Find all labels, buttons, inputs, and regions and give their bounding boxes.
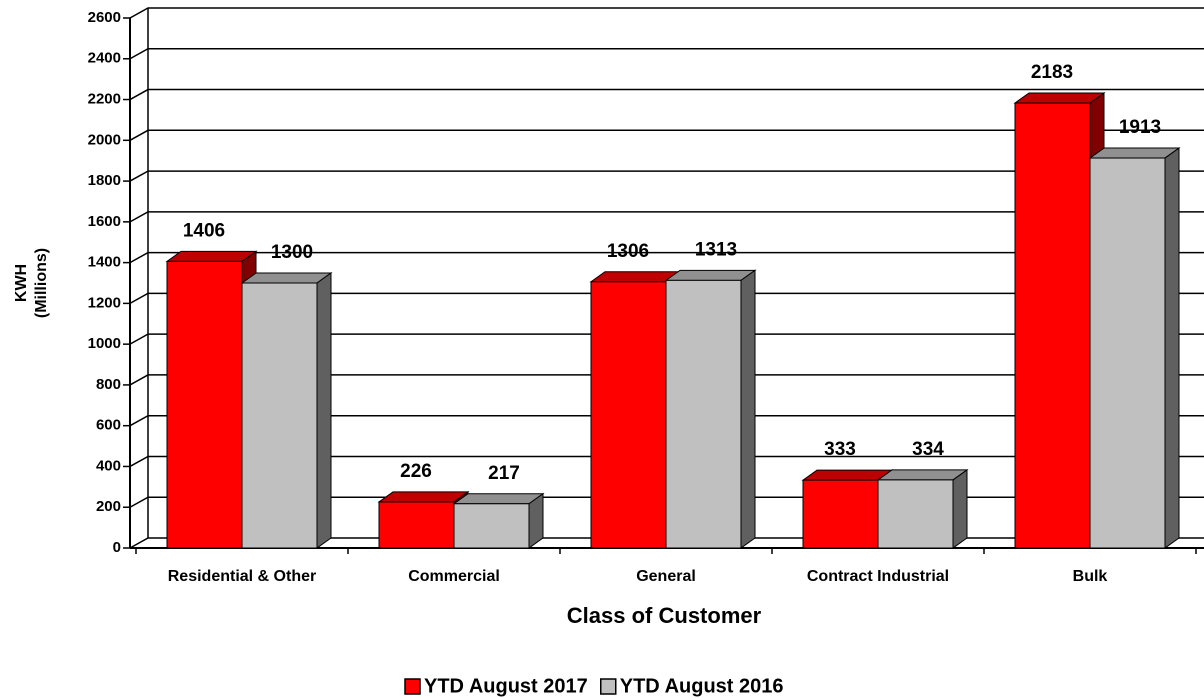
bar-top xyxy=(801,469,894,481)
y-tick-label: 1800 xyxy=(88,172,121,189)
y-tick-label: 0 xyxy=(113,539,121,556)
y-axis-title: (Millions) xyxy=(33,248,50,318)
y-axis-title: KWH xyxy=(13,264,30,302)
value-label: 1313 xyxy=(695,239,737,260)
y-tick-label: 1400 xyxy=(88,254,121,271)
bar-side xyxy=(740,269,756,549)
value-label: 226 xyxy=(400,461,432,482)
grid-line xyxy=(129,48,1204,60)
bar-side xyxy=(1164,147,1180,549)
y-tick-label: 1600 xyxy=(88,213,121,230)
bar-side xyxy=(316,272,332,549)
value-label: 217 xyxy=(488,463,520,484)
bar-top xyxy=(377,491,470,503)
x-tick-label: General xyxy=(636,568,696,585)
bar-top xyxy=(165,250,258,262)
bar-side xyxy=(952,468,968,549)
bar xyxy=(1014,102,1091,549)
bar-top xyxy=(876,469,969,481)
bar-top xyxy=(452,493,545,505)
y-tick-label: 600 xyxy=(96,417,121,434)
value-label: 1300 xyxy=(271,242,313,263)
y-tick-label: 2200 xyxy=(88,91,121,108)
legend-swatch xyxy=(404,678,421,695)
grid-line xyxy=(129,7,1204,19)
value-label: 1913 xyxy=(1119,117,1161,138)
x-tick-label: Contract Industrial xyxy=(807,568,949,585)
bar xyxy=(241,282,318,549)
y-tick-label: 1000 xyxy=(88,335,121,352)
bar xyxy=(802,479,879,549)
value-label: 2183 xyxy=(1031,62,1073,83)
bar xyxy=(665,279,742,549)
bar xyxy=(453,503,530,549)
bar xyxy=(590,281,667,549)
y-tick-label: 2600 xyxy=(88,9,121,26)
bar xyxy=(1089,157,1166,549)
bar-side xyxy=(528,492,544,549)
legend-label: YTD August 2016 xyxy=(620,675,784,697)
bar xyxy=(877,479,954,549)
y-tick-label: 400 xyxy=(96,457,121,474)
y-tick-label: 200 xyxy=(96,498,121,515)
bar-top xyxy=(1013,92,1106,104)
value-label: 334 xyxy=(912,439,944,460)
x-tick-label: Bulk xyxy=(1073,568,1108,585)
bar xyxy=(378,501,455,549)
x-tick-label: Residential & Other xyxy=(168,568,316,585)
legend-label: YTD August 2017 xyxy=(424,675,588,697)
value-label: 1406 xyxy=(183,220,225,241)
legend-swatch xyxy=(600,678,617,695)
y-tick-label: 1200 xyxy=(88,294,121,311)
x-axis-title: Class of Customer xyxy=(567,603,762,628)
bar-top xyxy=(664,269,757,281)
bar-top xyxy=(240,272,333,284)
y-tick-label: 800 xyxy=(96,376,121,393)
value-label: 1306 xyxy=(607,241,649,262)
value-label: 333 xyxy=(824,439,856,460)
bar xyxy=(166,260,243,549)
x-tick-label: Commercial xyxy=(408,568,500,585)
bar-top xyxy=(1088,147,1181,159)
y-tick-label: 2400 xyxy=(88,50,121,67)
y-tick-label: 2000 xyxy=(88,131,121,148)
